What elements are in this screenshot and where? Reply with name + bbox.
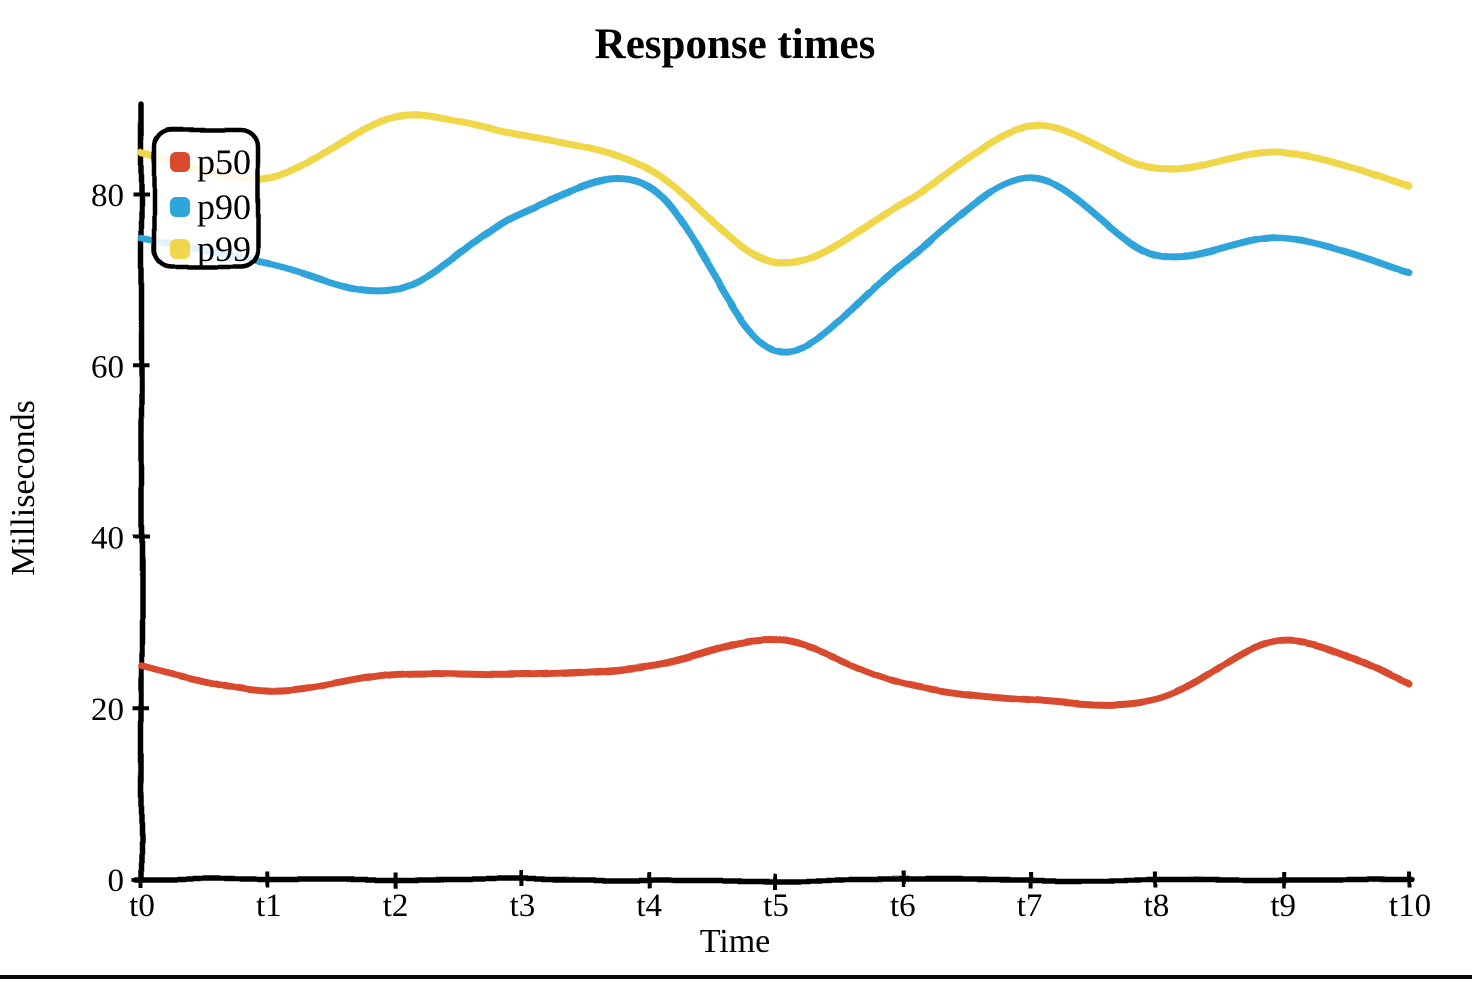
legend: p50 p90 p99 bbox=[152, 126, 261, 270]
axes bbox=[133, 101, 1416, 888]
x-tick-label-t10: t10 bbox=[1389, 888, 1431, 924]
x-tick-label-t5: t5 bbox=[763, 888, 789, 924]
x-axis-labels: t0 t1 t2 t3 t4 t5 t6 t7 t8 t9 t10 bbox=[129, 888, 1431, 924]
legend-label-p50: p50 bbox=[197, 142, 251, 182]
x-axis-ticks bbox=[140, 872, 1412, 888]
y-tick-label-20: 20 bbox=[91, 692, 124, 728]
legend-label-p90: p90 bbox=[197, 187, 251, 227]
y-tick-label-40: 40 bbox=[91, 521, 124, 557]
y-axis-ticks bbox=[133, 193, 150, 882]
window-bottom-edge bbox=[0, 975, 1472, 979]
p99-line bbox=[138, 112, 1414, 268]
p90-swatch bbox=[170, 197, 190, 217]
legend-item-p50: p50 bbox=[170, 142, 251, 182]
legend-label-p99: p99 bbox=[197, 229, 251, 269]
p50-line bbox=[138, 636, 1414, 709]
x-tick-label-t1: t1 bbox=[256, 888, 282, 924]
legend-item-p90: p90 bbox=[170, 187, 251, 227]
y-axis-labels: 0 20 40 60 80 bbox=[91, 178, 124, 899]
x-tick-label-t3: t3 bbox=[510, 888, 536, 924]
x-tick-label-t9: t9 bbox=[1270, 888, 1296, 924]
x-axis-title: Time bbox=[700, 923, 771, 960]
y-tick-label-60: 60 bbox=[91, 349, 124, 385]
chart-title: Response times bbox=[595, 21, 876, 68]
p99-swatch bbox=[170, 239, 190, 259]
x-tick-label-t0: t0 bbox=[129, 888, 155, 924]
legend-item-p99: p99 bbox=[170, 229, 251, 269]
y-axis-title: Milliseconds bbox=[5, 400, 42, 576]
axis-lines bbox=[134, 101, 1416, 884]
x-tick-label-t2: t2 bbox=[383, 888, 409, 924]
p90-line bbox=[138, 174, 1414, 355]
x-tick-label-t6: t6 bbox=[890, 888, 916, 924]
p50-swatch bbox=[170, 152, 190, 172]
series-lines bbox=[138, 112, 1414, 709]
x-tick-label-t8: t8 bbox=[1144, 888, 1170, 924]
x-tick-label-t7: t7 bbox=[1017, 888, 1043, 924]
x-tick-label-t4: t4 bbox=[636, 888, 662, 924]
y-tick-label-0: 0 bbox=[108, 863, 125, 899]
y-tick-label-80: 80 bbox=[91, 178, 124, 214]
